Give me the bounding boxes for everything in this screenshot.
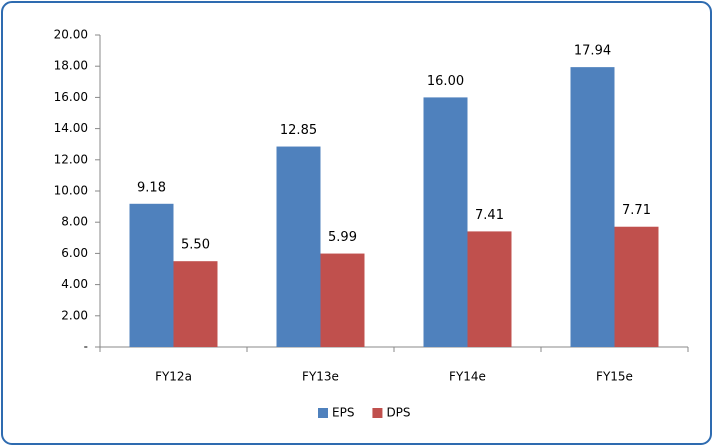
y-tick-label: 12.00 [54, 152, 88, 166]
bar [570, 67, 615, 348]
value-label: 5.50 [181, 238, 210, 253]
bar [173, 261, 218, 347]
bar [614, 226, 659, 347]
bar [320, 253, 365, 347]
value-label: 5.99 [328, 230, 357, 245]
value-label: 7.71 [622, 203, 651, 218]
value-label: 12.85 [280, 123, 317, 138]
y-tick-label: 6.00 [61, 246, 88, 260]
y-tick-label: 18.00 [54, 59, 88, 73]
value-label: 9.18 [137, 180, 166, 195]
value-label: 7.41 [475, 208, 504, 223]
bar [423, 97, 468, 348]
x-tick-label: FY15e [596, 370, 633, 384]
legend-label: DPS [386, 406, 410, 420]
legend-swatch [372, 408, 383, 418]
legend-label: EPS [332, 406, 354, 420]
y-tick-label: 4.00 [61, 277, 88, 291]
y-tick-label: 16.00 [54, 90, 88, 104]
y-tick-label: 20.00 [54, 28, 88, 42]
value-label: 16.00 [427, 74, 464, 89]
y-tick-label: 14.00 [54, 121, 88, 135]
y-tick-label: 8.00 [61, 215, 88, 229]
y-tick-label: 2.00 [61, 308, 88, 322]
legend-swatch [318, 408, 328, 418]
x-tick-label: FY12a [155, 370, 192, 384]
bar [276, 146, 321, 347]
value-label: 17.94 [574, 44, 611, 59]
x-tick-label: FY14e [449, 370, 486, 384]
y-tick-label: 10.00 [54, 184, 88, 198]
bar [129, 203, 174, 347]
bar [467, 231, 512, 347]
x-tick-label: FY13e [302, 370, 339, 384]
y-tick-label: - [84, 340, 88, 354]
